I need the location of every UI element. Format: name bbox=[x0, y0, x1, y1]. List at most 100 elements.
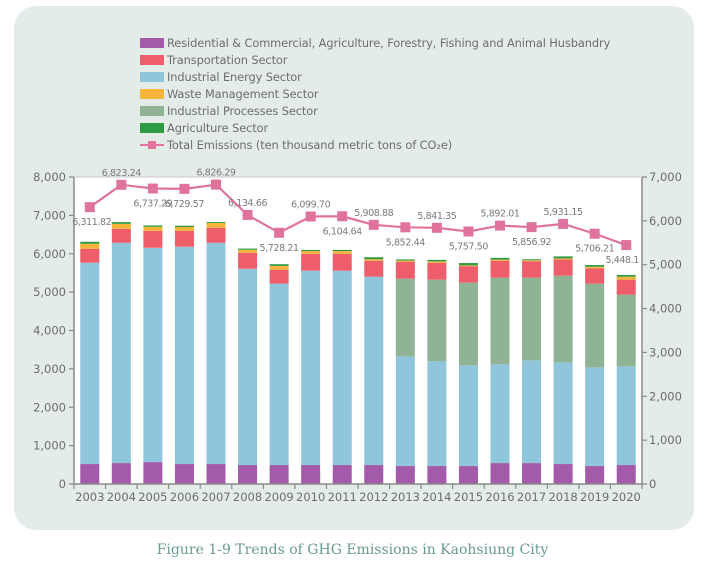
bar-segment-residential-2005 bbox=[143, 462, 163, 484]
right-axis-tick-label: 1,000 bbox=[649, 433, 682, 447]
bar-segment-residential-2014 bbox=[427, 466, 447, 484]
left-axis-tick-label: 5,000 bbox=[33, 285, 66, 299]
total-emissions-line-group: 6,311.82 6,823.24 6,737.296,729.57 6,826.29… bbox=[72, 168, 639, 266]
figure-caption: Figure 1-9 Trends of GHG Emissions in Ka… bbox=[156, 542, 549, 558]
bar-segment-waste-2019 bbox=[585, 266, 605, 269]
bar-segment-waste-2013 bbox=[395, 260, 415, 262]
total-emissions-marker-2004 bbox=[116, 179, 127, 190]
bar-segment-industrial-2020 bbox=[616, 366, 636, 466]
bar-segment-industrial-2015 bbox=[458, 282, 478, 366]
x-axis-tick-label: 2015 bbox=[454, 490, 483, 504]
total-emissions-marker-2006 bbox=[179, 183, 190, 194]
bar-segment-waste-2017 bbox=[522, 260, 542, 262]
bar-segment-waste-2005 bbox=[143, 226, 163, 231]
bar-segment-agriculture-2007 bbox=[206, 222, 226, 223]
total-emissions-marker-2012 bbox=[368, 219, 379, 230]
bar-segment-transportation-2015 bbox=[458, 266, 478, 283]
bar-segment-industrial-2013 bbox=[395, 356, 415, 467]
x-axis-tick-label: 2020 bbox=[612, 490, 641, 504]
x-axis-tick-label: 2007 bbox=[201, 490, 230, 504]
left-axis-tick-label: 8,000 bbox=[33, 170, 66, 184]
legend-item-industrial-energy: Industrial Energy Sector bbox=[140, 68, 610, 85]
bar-segment-agriculture-2016 bbox=[490, 257, 510, 260]
bar-segment-residential-2018 bbox=[553, 464, 573, 484]
bar-segment-agriculture-2009 bbox=[269, 264, 289, 266]
bar-segment-agriculture-2012 bbox=[364, 257, 384, 260]
bar-segment-waste-2008 bbox=[238, 249, 258, 253]
x-axis-tick-label: 2016 bbox=[485, 490, 514, 504]
total-emissions-marker-2013 bbox=[400, 222, 411, 233]
total-emissions-marker-2007 bbox=[211, 179, 221, 190]
bar-segment-agriculture-2019 bbox=[585, 265, 605, 267]
bar-segment-transportation-2018 bbox=[553, 259, 573, 276]
left-axis-tick-label: 2,000 bbox=[33, 400, 66, 414]
x-axis-tick-label: 2019 bbox=[580, 490, 609, 504]
bar-segment-residential-2008 bbox=[238, 465, 258, 484]
bar-segment-transportation-2007 bbox=[206, 227, 226, 243]
axes-group: 0 1,000 2,000 3,000 4,000 5,000 6,000 7,000 8,00… bbox=[33, 170, 682, 504]
total-emissions-marker-2009 bbox=[274, 227, 285, 238]
total-emissions-data-label: 6,823.24 bbox=[102, 168, 141, 179]
bar-segment-transportation-2014 bbox=[427, 262, 447, 280]
bar-segment-industrial-2016 bbox=[490, 364, 510, 464]
total-emissions-marker-2008 bbox=[242, 209, 253, 220]
bar-segment-waste-2009 bbox=[269, 265, 289, 270]
total-emissions-marker-2003 bbox=[84, 202, 95, 213]
bar-segment-transportation-2013 bbox=[395, 261, 415, 279]
bar-segment-industrial-2014 bbox=[427, 361, 447, 467]
bar-segment-waste-2003 bbox=[80, 243, 100, 249]
bar-segment-agriculture-2008 bbox=[238, 248, 258, 250]
total-emissions-data-label: 6,729.57 bbox=[165, 199, 204, 210]
legend-swatch-industrial-energy bbox=[140, 71, 164, 82]
bar-segment-agriculture-2011 bbox=[332, 249, 352, 252]
total-emissions-data-label: 5,908.88 bbox=[354, 208, 393, 219]
bar-segment-industrial-2015 bbox=[458, 365, 478, 467]
x-axis-tick-label: 2006 bbox=[170, 490, 199, 504]
total-emissions-marker-2005 bbox=[147, 183, 158, 194]
x-axis-tick-label: 2011 bbox=[328, 490, 357, 504]
bar-segment-transportation-2019 bbox=[585, 268, 605, 284]
bar-segment-waste-2006 bbox=[174, 227, 194, 231]
bar-segment-agriculture-2003 bbox=[80, 241, 100, 244]
total-emissions-line bbox=[89, 183, 627, 247]
bar-segment-industrial-2007 bbox=[206, 242, 226, 465]
bar-segment-residential-2004 bbox=[111, 463, 131, 484]
bar-segment-transportation-2009 bbox=[269, 269, 289, 284]
legend-label: Industrial Energy Sector bbox=[167, 69, 302, 84]
left-axis-tick-label: 1,000 bbox=[33, 439, 66, 453]
total-emissions-marker-2020 bbox=[621, 240, 632, 251]
bar-segment-industrial-2014 bbox=[427, 279, 447, 362]
right-axis-tick-label: 5,000 bbox=[649, 258, 682, 272]
left-axis-tick-label: 3,000 bbox=[33, 362, 66, 376]
bar-segment-residential-2012 bbox=[364, 465, 384, 484]
legend-item-agriculture: Agriculture Sector bbox=[140, 119, 610, 136]
bar-segment-residential-2007 bbox=[206, 464, 226, 484]
legend-line-marker-icon bbox=[140, 140, 164, 150]
total-emissions-data-label: 5,931.15 bbox=[544, 207, 583, 218]
total-emissions-marker-2018 bbox=[558, 218, 569, 229]
bar-segment-industrial-2013 bbox=[395, 278, 415, 357]
bar-segment-transportation-2010 bbox=[301, 253, 321, 271]
total-emissions-data-label: 6,104.64 bbox=[323, 226, 362, 237]
bar-segment-agriculture-2006 bbox=[174, 225, 194, 228]
bar-segment-agriculture-2004 bbox=[111, 222, 131, 224]
total-emissions-data-label: 6,826.29 bbox=[196, 168, 235, 179]
legend-label: Residential & Commercial, Agriculture, F… bbox=[167, 35, 611, 50]
bar-segment-residential-2017 bbox=[522, 463, 542, 484]
total-emissions-marker-2014 bbox=[431, 222, 442, 233]
legend-item-residential: Residential & Commercial, Agriculture, F… bbox=[140, 34, 610, 51]
x-axis-tick-label: 2010 bbox=[296, 490, 325, 504]
bar-segment-transportation-2012 bbox=[364, 260, 384, 277]
bar-segment-transportation-2006 bbox=[174, 230, 194, 247]
bar-segment-industrial-2009 bbox=[269, 283, 289, 466]
bar-segment-industrial-2012 bbox=[364, 276, 384, 466]
left-axis-tick-label: 7,000 bbox=[33, 208, 66, 222]
bar-segment-industrial-2019 bbox=[585, 283, 605, 368]
bar-segment-waste-2018 bbox=[553, 258, 573, 260]
legend-swatch-residential bbox=[140, 37, 164, 48]
legend-label: Agriculture Sector bbox=[167, 120, 269, 135]
bar-segment-residential-2015 bbox=[458, 466, 478, 484]
total-emissions-data-label: 6,737.29 bbox=[133, 199, 172, 210]
right-axis-tick-label: 0 bbox=[649, 477, 656, 491]
right-axis-tick-label: 3,000 bbox=[649, 345, 682, 359]
